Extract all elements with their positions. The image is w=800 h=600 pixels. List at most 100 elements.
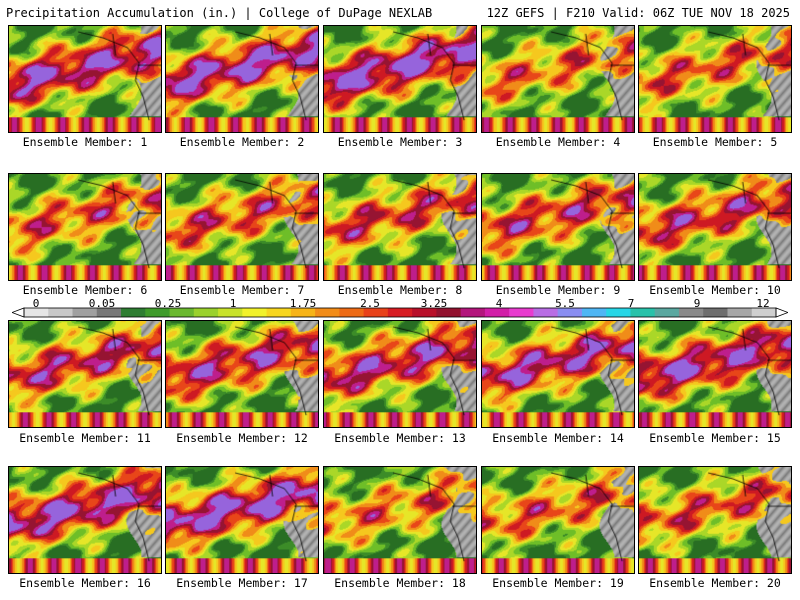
colorbar-tick-label: 7 (627, 297, 635, 310)
precipitation-map (8, 25, 162, 133)
ensemble-member-label: Ensemble Member: 10 (649, 283, 781, 297)
colorbar-swatch (72, 308, 98, 317)
colorbar-tick-label: 1.75 (289, 297, 317, 310)
precipitation-map (481, 466, 635, 574)
precipitation-map (638, 320, 792, 428)
ensemble-member-panel (323, 25, 477, 133)
ensemble-member-label: Ensemble Member: 15 (649, 431, 781, 445)
ensemble-member-label: Ensemble Member: 11 (19, 431, 151, 445)
ensemble-member-label: Ensemble Member: 12 (176, 431, 308, 445)
precipitation-map (8, 466, 162, 574)
ensemble-member-label: Ensemble Member: 13 (334, 431, 466, 445)
colorbar-swatch (290, 308, 316, 317)
colorbar-swatch (145, 308, 171, 317)
precipitation-map (323, 25, 477, 133)
colorbar-swatch (678, 308, 704, 317)
ensemble-member-panel (323, 173, 477, 281)
colorbar-tick-label: 2.5 (360, 297, 380, 310)
colorbar-swatch (242, 308, 268, 317)
colorbar-swatch (533, 308, 559, 317)
colorbar-tick-label: 3.25 (420, 297, 448, 310)
precipitation-map (165, 173, 319, 281)
colorbar-tick-label: 0.25 (154, 297, 182, 310)
colorbar-tick-label: 5.5 (555, 297, 575, 310)
page-title: Precipitation Accumulation (in.) | Colle… (6, 6, 433, 20)
colorbar-swatch (509, 308, 534, 317)
ensemble-member-label: Ensemble Member: 20 (649, 576, 781, 590)
colorbar-swatch (630, 308, 656, 317)
precipitation-map (323, 466, 477, 574)
colorbar-swatch (484, 308, 510, 317)
precipitation-map (638, 25, 792, 133)
colorbar-tick-label: 12 (756, 297, 770, 310)
ensemble-member-panel (323, 320, 477, 428)
colorbar-swatch (218, 308, 243, 317)
ensemble-member-label: Ensemble Member: 4 (495, 135, 621, 149)
colorbar-swatch (48, 308, 74, 317)
run-valid-time: 12Z GEFS | F210 Valid: 06Z TUE NOV 18 20… (486, 6, 790, 20)
colorbar-tick-label: 0.05 (88, 297, 116, 310)
precipitation-map (165, 25, 319, 133)
ensemble-member-panel (638, 173, 792, 281)
precipitation-map (481, 173, 635, 281)
colorbar-swatch (169, 308, 195, 317)
colorbar-swatch (24, 308, 49, 317)
colorbar-swatch (412, 308, 437, 317)
colorbar-left-arrow (12, 307, 25, 318)
ensemble-member-panel (481, 173, 635, 281)
colorbar-swatch (606, 308, 631, 317)
precipitation-map (165, 320, 319, 428)
ensemble-member-label: Ensemble Member: 5 (652, 135, 778, 149)
ensemble-member-label: Ensemble Member: 3 (337, 135, 463, 149)
ensemble-member-panel (638, 320, 792, 428)
precipitation-map (481, 25, 635, 133)
precipitation-map (638, 173, 792, 281)
ensemble-member-label: Ensemble Member: 8 (337, 283, 463, 297)
colorbar-swatch (436, 308, 462, 317)
ensemble-member-panel (8, 25, 162, 133)
ensemble-member-label: Ensemble Member: 9 (495, 283, 621, 297)
ensemble-member-panel (638, 25, 792, 133)
ensemble-member-label: Ensemble Member: 18 (334, 576, 466, 590)
precipitation-map (323, 320, 477, 428)
colorbar-tick-label: 0 (32, 297, 40, 310)
precipitation-colorbar (12, 307, 788, 318)
ensemble-member-label: Ensemble Member: 2 (179, 135, 305, 149)
precipitation-map (8, 173, 162, 281)
colorbar-swatch (387, 308, 413, 317)
ensemble-member-label: Ensemble Member: 16 (19, 576, 151, 590)
precipitation-map (323, 173, 477, 281)
precipitation-map (165, 466, 319, 574)
ensemble-member-label: Ensemble Member: 6 (22, 283, 148, 297)
colorbar-right-arrow (775, 307, 788, 318)
ensemble-member-label: Ensemble Member: 17 (176, 576, 308, 590)
colorbar-tick-label: 9 (693, 297, 701, 310)
ensemble-member-panel (481, 25, 635, 133)
colorbar-swatch (193, 308, 219, 317)
ensemble-member-label: Ensemble Member: 7 (179, 283, 305, 297)
ensemble-member-panel (165, 320, 319, 428)
ensemble-member-panel (165, 25, 319, 133)
ensemble-member-panel (165, 173, 319, 281)
precipitation-map (481, 320, 635, 428)
ensemble-member-panel (323, 466, 477, 574)
colorbar-swatch (121, 308, 146, 317)
ensemble-member-label: Ensemble Member: 19 (492, 576, 624, 590)
colorbar-swatch (96, 308, 122, 317)
colorbar-swatch (339, 308, 365, 317)
colorbar-swatch (703, 308, 728, 317)
colorbar-swatch (363, 308, 389, 317)
ensemble-member-panel (8, 173, 162, 281)
ensemble-member-panel (481, 466, 635, 574)
colorbar-frame (23, 307, 777, 318)
ensemble-member-panel (8, 320, 162, 428)
colorbar-swatch (581, 308, 607, 317)
ensemble-member-label: Ensemble Member: 1 (22, 135, 148, 149)
colorbar-tick-label: 1 (229, 297, 237, 310)
ensemble-member-panel (8, 466, 162, 574)
ensemble-member-label: Ensemble Member: 14 (492, 431, 624, 445)
colorbar-swatch (654, 308, 680, 317)
colorbar-swatch (266, 308, 292, 317)
colorbar-swatch (460, 308, 486, 317)
colorbar-swatch (315, 308, 340, 317)
